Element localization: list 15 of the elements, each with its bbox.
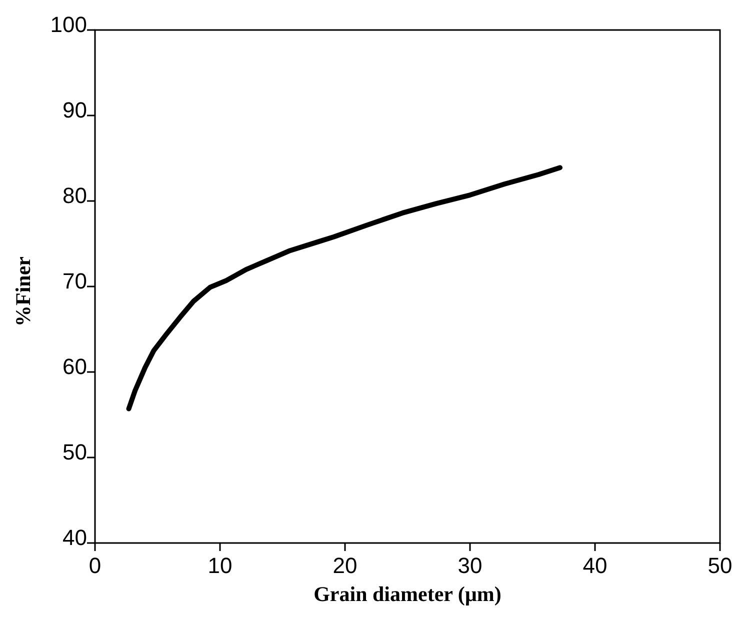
x-tick-label: 30 [458,553,482,578]
y-tick-label: 50 [62,440,87,465]
y-tick-label: 70 [62,268,87,294]
x-axis-title: Grain diameter (µm) [314,582,502,606]
y-tick-label: 80 [62,183,87,208]
x-tick-label: 0 [88,553,102,578]
y-tick-label: 90 [62,98,87,123]
x-tick-label: 50 [708,553,732,578]
y-axis-title: %Finer [11,256,35,326]
x-tick-label: 10 [208,553,232,578]
y-tick-label: 60 [62,354,87,380]
x-tick-label: 40 [582,553,608,578]
y-tick-label: 40 [62,525,87,550]
x-tick-label: 20 [332,553,358,578]
y-tick-label: 100 [50,12,87,38]
